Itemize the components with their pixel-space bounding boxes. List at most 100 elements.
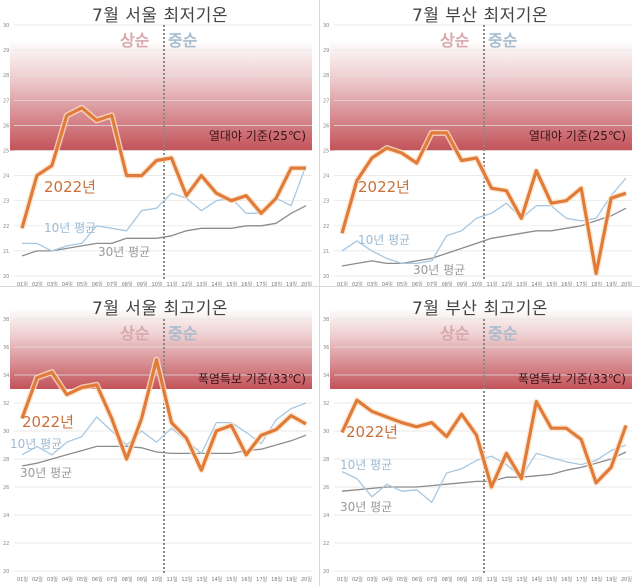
x-tick: 09일 (457, 281, 468, 288)
y-tick: 34 (323, 373, 329, 379)
legend-10yr: 10년 평균 (340, 458, 393, 472)
y-tick: 29 (3, 48, 9, 54)
x-tick: 06일 (92, 281, 103, 288)
x-tick: 19일 (606, 576, 617, 583)
y-tick: 23 (3, 199, 9, 205)
x-tick: 01일 (337, 281, 348, 288)
x-tick: 10일 (472, 281, 483, 288)
x-tick: 11일 (486, 576, 497, 583)
x-tick: 08일 (122, 576, 133, 583)
y-tick: 27 (3, 98, 9, 104)
period-early-label: 상순 (120, 31, 150, 50)
y-tick: 26 (323, 123, 329, 129)
chart-seoul-max-plot: 20 22 24 26 28 30 32 34 36 38 01일 02일 03일 04일 05일 06일 07… (3, 308, 312, 583)
period-early-label: 상순 (120, 324, 150, 343)
legend-2022: 2022년 (358, 178, 410, 196)
x-tick: 15일 (546, 281, 557, 288)
x-tick: 10일 (152, 576, 163, 583)
series-line-2 (341, 451, 627, 492)
x-tick: 04일 (62, 281, 73, 288)
y-tick: 20 (3, 274, 9, 280)
x-tick: 06일 (412, 576, 423, 583)
x-tick: 05일 (397, 576, 408, 583)
chart-seoul-max: 20 22 24 26 28 30 32 34 36 38 01일 02일 03일 04일 05일 06일 07… (0, 293, 320, 586)
x-tick: 12일 (181, 281, 192, 288)
chart-seoul-min-plot: 20 21 22 23 24 25 26 27 28 29 30 01일 02일 03일 04일 05일 06일… (3, 23, 312, 288)
y-tick: 30 (3, 429, 9, 435)
chart-title: 7월 서울 최저기온 (91, 6, 229, 26)
legend-30yr: 30년 평균 (413, 263, 466, 277)
y-tick: 28 (3, 73, 9, 79)
y-tick: 32 (3, 401, 9, 407)
y-tick: 26 (3, 485, 9, 491)
legend-10yr: 10년 평균 (10, 437, 63, 451)
x-tick: 03일 (367, 576, 378, 583)
x-tick: 13일 (196, 281, 207, 288)
x-tick: 01일 (17, 281, 28, 288)
x-tick: 02일 (32, 576, 43, 583)
threshold-label: 열대야 기준(25℃) (208, 129, 306, 143)
x-tick: 10일 (472, 576, 483, 583)
x-tick: 10일 (152, 281, 163, 288)
x-tick: 15일 (226, 576, 237, 583)
chart-title: 7월 부산 최고기온 (411, 299, 549, 319)
y-tick: 24 (3, 174, 9, 180)
y-tick: 20 (323, 569, 329, 575)
y-tick: 22 (3, 224, 9, 230)
x-tick: 07일 (427, 281, 438, 288)
y-tick: 32 (323, 401, 329, 407)
series-line-2 (341, 207, 627, 267)
chart-busan-max: 20 22 24 26 28 30 32 34 36 38 01일 02일 03일 04일 05일 06일 07… (320, 293, 640, 586)
x-tick: 04일 (382, 281, 393, 288)
y-tick: 36 (323, 345, 329, 351)
chart-busan-min-plot: 20 21 22 23 24 25 26 27 28 29 30 01일 02일 03일 04일 05일 06일… (323, 23, 632, 288)
x-tick: 12일 (501, 576, 512, 583)
series-line-2 (21, 205, 307, 257)
y-tick: 28 (323, 73, 329, 79)
y-tick: 24 (323, 513, 329, 519)
threshold-label: 폭염특보 기준(33℃) (197, 372, 306, 386)
x-tick: 15일 (226, 281, 237, 288)
period-early-label: 상순 (440, 324, 470, 343)
x-tick: 16일 (561, 281, 572, 288)
x-tick: 11일 (166, 281, 177, 288)
x-tick: 18일 (591, 281, 602, 288)
legend-2022: 2022년 (346, 423, 398, 441)
y-tick: 20 (3, 569, 9, 575)
x-tick: 18일 (271, 576, 282, 583)
panel-divider-vertical (319, 0, 320, 586)
series-line-2 (21, 434, 307, 467)
x-tick: 09일 (457, 576, 468, 583)
y-tick: 36 (3, 345, 9, 351)
y-tick: 24 (3, 513, 9, 519)
legend-30yr: 30년 평균 (20, 466, 73, 480)
y-tick: 25 (323, 149, 329, 155)
period-early-label: 상순 (440, 31, 470, 50)
y-tick: 30 (323, 429, 329, 435)
x-tick: 08일 (122, 281, 133, 288)
series-line-0 (340, 131, 627, 276)
x-tick: 20일 (621, 576, 632, 583)
x-tick: 20일 (301, 281, 312, 288)
y-tick: 30 (3, 23, 9, 29)
y-tick: 20 (323, 274, 329, 280)
period-mid-label: 중순 (488, 31, 518, 50)
threshold-band (330, 40, 632, 151)
x-tick: 05일 (77, 281, 88, 288)
y-tick: 34 (3, 373, 9, 379)
x-tick: 09일 (137, 281, 148, 288)
x-tick: 04일 (62, 576, 73, 583)
x-tick: 01일 (17, 576, 28, 583)
legend-30yr: 30년 평균 (340, 500, 393, 514)
x-tick: 20일 (301, 576, 312, 583)
x-tick: 08일 (442, 576, 453, 583)
y-tick: 28 (323, 457, 329, 463)
legend-10yr: 10년 평균 (44, 221, 97, 235)
legend-10yr: 10년 평균 (358, 233, 411, 247)
x-tick: 07일 (107, 576, 118, 583)
y-tick: 21 (3, 249, 9, 255)
x-tick: 02일 (32, 281, 43, 288)
x-tick: 08일 (442, 281, 453, 288)
y-tick: 26 (323, 485, 329, 491)
x-tick: 18일 (271, 281, 282, 288)
